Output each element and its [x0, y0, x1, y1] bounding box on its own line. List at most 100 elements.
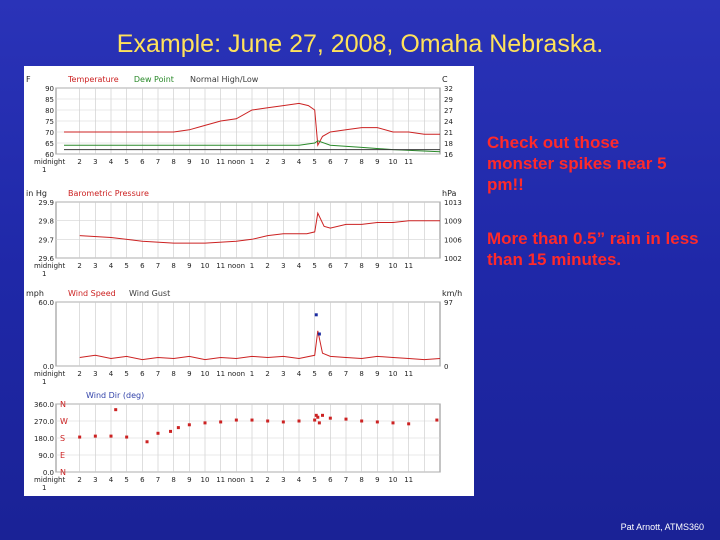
x-tick-label: 6: [140, 370, 145, 378]
x-tick-label: 9: [187, 476, 191, 484]
slide-title: Example: June 27, 2008, Omaha Nebraska.: [116, 30, 604, 58]
data-point: [435, 418, 439, 422]
x-tick-label: 1: [250, 370, 254, 378]
data-point: [78, 435, 82, 439]
x-tick-label: 11: [404, 158, 413, 166]
data-point: [281, 420, 285, 424]
plot-frame: [55, 201, 441, 259]
data-point: [266, 419, 270, 423]
x-tick-label: 3: [93, 370, 97, 378]
x-tick-label: 3: [93, 158, 97, 166]
y-tick-left: 90.0: [38, 452, 54, 460]
data-point: [250, 418, 254, 422]
y-tick-right: 1009: [444, 218, 462, 226]
x-tick-label: 8: [171, 262, 175, 270]
x-tick-label: 5: [124, 158, 128, 166]
x-tick-label: 6: [328, 476, 333, 484]
x-tick-label: 8: [359, 370, 363, 378]
compass-label: N: [60, 468, 66, 477]
compass-label: E: [60, 451, 65, 460]
legend-entry: Temperature: [67, 75, 119, 84]
series-line: [64, 102, 440, 147]
y-tick-left: 29.7: [38, 236, 54, 244]
x-tick-sub: 1: [42, 166, 46, 174]
x-tick-label: 5: [124, 262, 128, 270]
x-tick-label: 11: [216, 262, 225, 270]
unit-right: C: [442, 75, 448, 84]
y-tick-left: 90: [45, 85, 54, 93]
x-tick-label: 4: [109, 370, 114, 378]
x-tick-label: 11: [216, 158, 225, 166]
x-tick-label: noon: [228, 262, 245, 270]
x-tick-label: 2: [77, 476, 81, 484]
x-tick-label: 2: [265, 476, 269, 484]
x-tick-label: 3: [93, 262, 97, 270]
weather-graph-panel: 90 32 85 29 80 27 75 24 70 21 65 18 60 16 midnight 2 3 4 5…: [24, 66, 474, 496]
data-point: [317, 421, 321, 425]
y-tick-right: 18: [444, 140, 453, 148]
data-point: [219, 420, 223, 424]
spike-note: Check out those monster spikes near 5 pm…: [487, 133, 667, 194]
legend-entry: Normal High/Low: [190, 75, 259, 84]
x-tick-label: 9: [187, 370, 191, 378]
x-tick-label: midnight: [34, 370, 65, 378]
x-tick-label: 4: [109, 476, 114, 484]
y-tick-left: 29.8: [38, 218, 54, 226]
data-point: [313, 418, 317, 422]
x-tick-label: 3: [281, 476, 285, 484]
x-tick-label: midnight: [34, 158, 65, 166]
legend-entry: Dew Point: [134, 75, 174, 84]
y-tick-right: 21: [444, 129, 453, 137]
x-tick-label: 7: [344, 262, 348, 270]
x-tick-label: 8: [359, 476, 363, 484]
y-tick-left: 65: [45, 140, 54, 148]
x-tick-label: 4: [297, 370, 302, 378]
x-tick-label: 5: [312, 370, 316, 378]
data-point: [391, 421, 395, 425]
y-tick-left: 180.0: [34, 435, 54, 443]
panel-title: Barometric Pressure: [68, 189, 149, 198]
x-tick-label: 1: [250, 476, 254, 484]
x-tick-label: 2: [77, 262, 81, 270]
x-tick-label: 2: [265, 262, 269, 270]
x-tick-label: 2: [77, 158, 81, 166]
data-point: [317, 332, 321, 336]
x-tick-label: 4: [109, 158, 114, 166]
x-tick-label: 8: [171, 370, 175, 378]
x-tick-label: 10: [389, 370, 398, 378]
x-tick-label: 10: [389, 476, 398, 484]
unit-right: km/h: [442, 289, 462, 298]
x-tick-label: midnight: [34, 262, 65, 270]
data-point: [156, 431, 160, 435]
y-tick-left: 80: [45, 107, 54, 115]
y-tick-left: 0.0: [43, 363, 54, 371]
x-tick-label: 4: [297, 158, 302, 166]
data-point: [187, 423, 191, 427]
data-point: [407, 422, 411, 426]
x-tick-label: 8: [171, 158, 175, 166]
legend-entry: Wind Speed: [68, 289, 116, 298]
x-tick-label: 4: [297, 262, 302, 270]
x-tick-label: 9: [187, 262, 191, 270]
data-point: [314, 313, 318, 317]
x-tick-sub: 1: [42, 270, 46, 278]
x-tick-label: 9: [375, 262, 379, 270]
data-point: [314, 413, 318, 417]
y-tick-right: 16: [444, 151, 453, 159]
y-tick-right: 0: [444, 363, 448, 371]
rain-note: More than 0.5” rain in less than 15 minu…: [487, 229, 699, 269]
x-tick-label: 6: [140, 158, 145, 166]
y-tick-right: 32: [444, 85, 453, 93]
x-tick-label: 6: [328, 370, 333, 378]
x-tick-label: 5: [312, 262, 316, 270]
x-tick-label: 8: [171, 476, 175, 484]
x-tick-label: 7: [156, 262, 160, 270]
unit-left: in Hg: [26, 189, 47, 198]
credit: Pat Arnott, ATMS360: [620, 522, 704, 532]
x-tick-label: 10: [201, 262, 210, 270]
y-tick-right: 1013: [444, 199, 462, 207]
x-tick-label: 3: [281, 262, 285, 270]
x-tick-label: 1: [250, 262, 254, 270]
series-line: [79, 211, 440, 244]
y-tick-left: 29.6: [38, 255, 54, 263]
